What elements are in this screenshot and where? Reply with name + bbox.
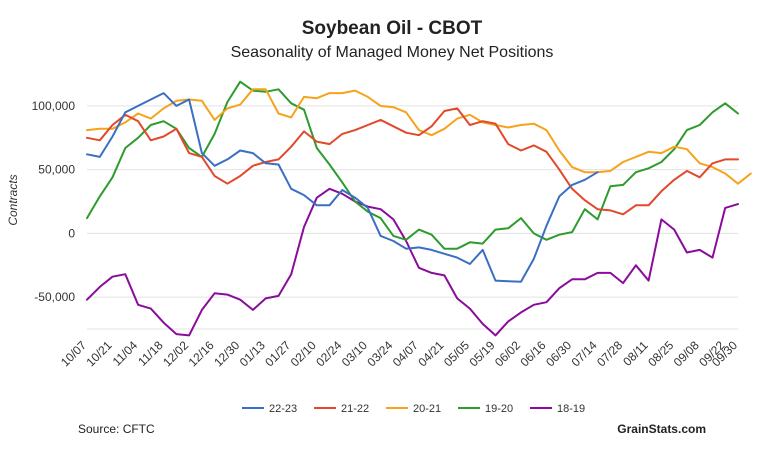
brand-watermark: GrainStats.com <box>617 422 706 436</box>
series-line-21-22 <box>86 107 739 216</box>
chart-title: Soybean Oil - CBOT <box>302 18 483 39</box>
y-tick-label: 50,000 <box>38 163 75 177</box>
y-tick-label: -50,000 <box>34 290 75 304</box>
x-tick-label: 08/11 <box>620 338 651 369</box>
x-tick-label: 02/24 <box>313 338 344 369</box>
x-tick-label: 12/16 <box>186 338 217 369</box>
chart-subtitle: Seasonality of Managed Money Net Positio… <box>231 44 554 61</box>
y-tick-labels: -50,000 0 50,000 100,000 <box>32 99 76 304</box>
legend-label: 20-21 <box>413 403 441 415</box>
x-tick-label: 06/02 <box>492 338 523 369</box>
x-tick-label: 03/24 <box>364 338 395 369</box>
x-tick-label: 06/16 <box>518 338 549 369</box>
legend-item-19-20: 19-20 <box>458 403 513 415</box>
legend: 22-23 21-22 20-21 19-20 18-19 <box>242 403 585 415</box>
series-line-20-21 <box>86 88 752 185</box>
x-tick-label: 11/18 <box>135 338 166 369</box>
legend-label: 19-20 <box>485 403 513 415</box>
y-tick-label: 0 <box>68 226 75 240</box>
y-tick-label: 100,000 <box>32 99 76 113</box>
x-tick-label: 12/02 <box>160 338 191 369</box>
x-tick-label: 08/25 <box>645 338 676 369</box>
legend-item-20-21: 20-21 <box>386 403 441 415</box>
series-line-22-23 <box>86 92 599 283</box>
x-tick-label: 04/07 <box>390 338 421 369</box>
x-tick-label: 11/04 <box>110 338 141 369</box>
legend-item-18-19: 18-19 <box>530 403 585 415</box>
series-lines <box>86 80 752 337</box>
gridlines <box>87 105 738 330</box>
legend-item-22-23: 22-23 <box>242 403 297 415</box>
x-tick-label: 01/13 <box>237 338 268 369</box>
y-axis-label: Contracts <box>6 174 20 225</box>
legend-label: 22-23 <box>269 403 297 415</box>
x-tick-label: 03/10 <box>339 338 370 369</box>
x-tick-label: 07/14 <box>569 338 600 369</box>
x-tick-label: 09/08 <box>671 338 702 369</box>
legend-item-21-22: 21-22 <box>314 403 369 415</box>
series-line-19-20 <box>86 80 739 250</box>
legend-label: 18-19 <box>557 403 585 415</box>
legend-label: 21-22 <box>341 403 369 415</box>
source-note: Source: CFTC <box>78 422 155 436</box>
x-tick-label: 10/07 <box>58 338 89 369</box>
x-tick-label: 07/28 <box>594 338 625 369</box>
x-tick-label: 06/30 <box>543 338 574 369</box>
x-tick-label: 04/21 <box>415 338 446 369</box>
x-tick-label: 05/19 <box>466 338 497 369</box>
x-tick-label: 12/30 <box>211 338 242 369</box>
x-tick-labels: 10/0710/2111/0411/1812/0212/1612/3001/13… <box>58 338 740 369</box>
x-tick-label: 02/10 <box>288 338 319 369</box>
x-tick-label: 01/27 <box>262 338 293 369</box>
series-line-18-19 <box>86 187 739 337</box>
x-tick-label: 10/21 <box>84 338 115 369</box>
x-tick-label: 05/05 <box>441 338 472 369</box>
